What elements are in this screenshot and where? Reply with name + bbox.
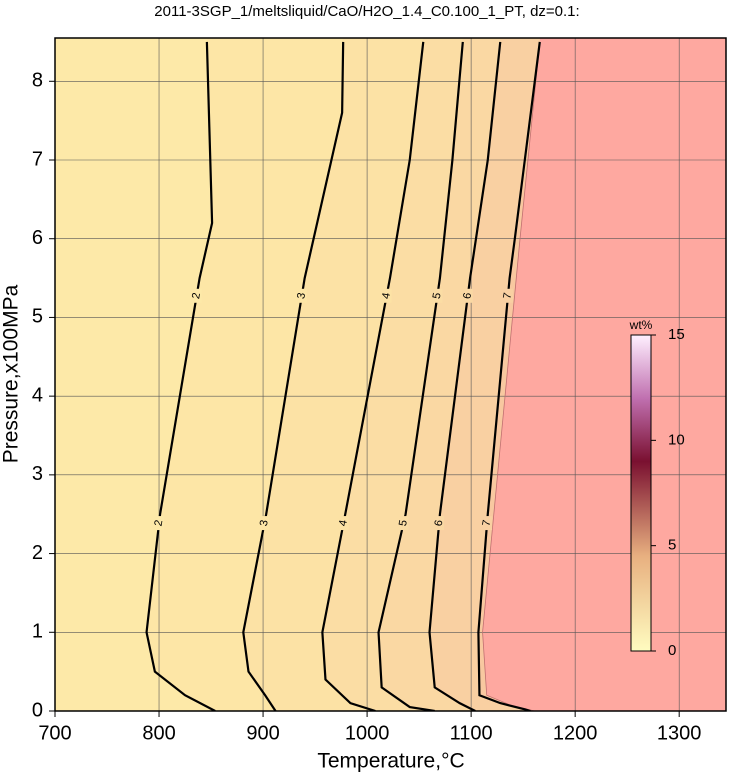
x-tick-label: 1200 bbox=[553, 722, 598, 744]
contour-label: 3 bbox=[295, 292, 308, 300]
contour-label-bg bbox=[381, 288, 392, 303]
contour-label-bg bbox=[434, 516, 445, 531]
contour-label: 5 bbox=[397, 519, 410, 527]
contour-line bbox=[428, 41, 502, 711]
x-tick-label: 700 bbox=[38, 722, 71, 744]
contour-label-bg bbox=[432, 288, 443, 303]
contour-label: 2 bbox=[153, 519, 166, 527]
contour-label: 6 bbox=[433, 519, 446, 527]
contour-line bbox=[477, 41, 541, 711]
colorbar-tick-label: 15 bbox=[668, 326, 685, 343]
y-tick-label: 8 bbox=[32, 70, 43, 92]
x-tick-label: 900 bbox=[246, 722, 279, 744]
contour-label: 7 bbox=[501, 292, 514, 300]
contour-label-bg bbox=[502, 288, 513, 303]
contour-label: 4 bbox=[380, 292, 393, 300]
contour-label: 4 bbox=[337, 519, 350, 527]
contour-label: 6 bbox=[461, 292, 474, 300]
plot-frame bbox=[54, 37, 727, 712]
y-tick-label: 2 bbox=[32, 542, 43, 564]
contour-label: 2 bbox=[190, 292, 203, 300]
colorbar-tick-label: 5 bbox=[668, 537, 676, 554]
contour-label-bg bbox=[398, 516, 409, 531]
y-tick-label: 6 bbox=[32, 227, 43, 249]
x-tick-label: 1100 bbox=[450, 722, 493, 744]
y-tick-label: 4 bbox=[32, 384, 43, 406]
contour-label-bg bbox=[338, 516, 349, 531]
contour-label-bg bbox=[259, 516, 270, 531]
contour-line bbox=[242, 41, 345, 711]
contour-label: 3 bbox=[258, 519, 271, 527]
contour-label-bg bbox=[296, 288, 307, 303]
colorbar-tick-label: 0 bbox=[668, 642, 676, 659]
y-axis-label: Pressure,x100MPa bbox=[0, 284, 23, 463]
x-tick-label: 1300 bbox=[657, 722, 702, 744]
colorbar bbox=[630, 334, 652, 652]
colorbar-tick-label: 10 bbox=[668, 431, 685, 448]
contour-label-bg bbox=[462, 288, 473, 303]
y-tick-label: 5 bbox=[32, 306, 43, 328]
x-tick-label: 1000 bbox=[345, 722, 390, 744]
y-tick-label: 1 bbox=[32, 621, 43, 643]
contour-label: 5 bbox=[431, 292, 444, 300]
x-tick-label: 800 bbox=[142, 722, 175, 744]
y-tick-label: 0 bbox=[32, 699, 43, 721]
contour-line bbox=[145, 41, 216, 711]
y-tick-label: 7 bbox=[32, 148, 43, 170]
contour-label-bg bbox=[482, 516, 493, 531]
contour-label-bg bbox=[154, 516, 165, 531]
contour-line bbox=[321, 41, 425, 711]
contour-line bbox=[377, 41, 464, 711]
chart-title: 2011-3SGP_1/meltsliquid/CaO/H2O_1.4_C0.1… bbox=[154, 3, 579, 20]
region-fill bbox=[55, 38, 216, 711]
y-tick-label: 3 bbox=[32, 463, 43, 485]
plot-area: 2 2 3 3 4 4 5 5 6 6 7 7 bbox=[55, 38, 726, 711]
contour-label: 7 bbox=[481, 519, 494, 527]
contour-label-bg bbox=[191, 288, 202, 303]
x-axis-label: Temperature,°C bbox=[317, 750, 464, 773]
colorbar-label: wt% bbox=[629, 318, 653, 332]
